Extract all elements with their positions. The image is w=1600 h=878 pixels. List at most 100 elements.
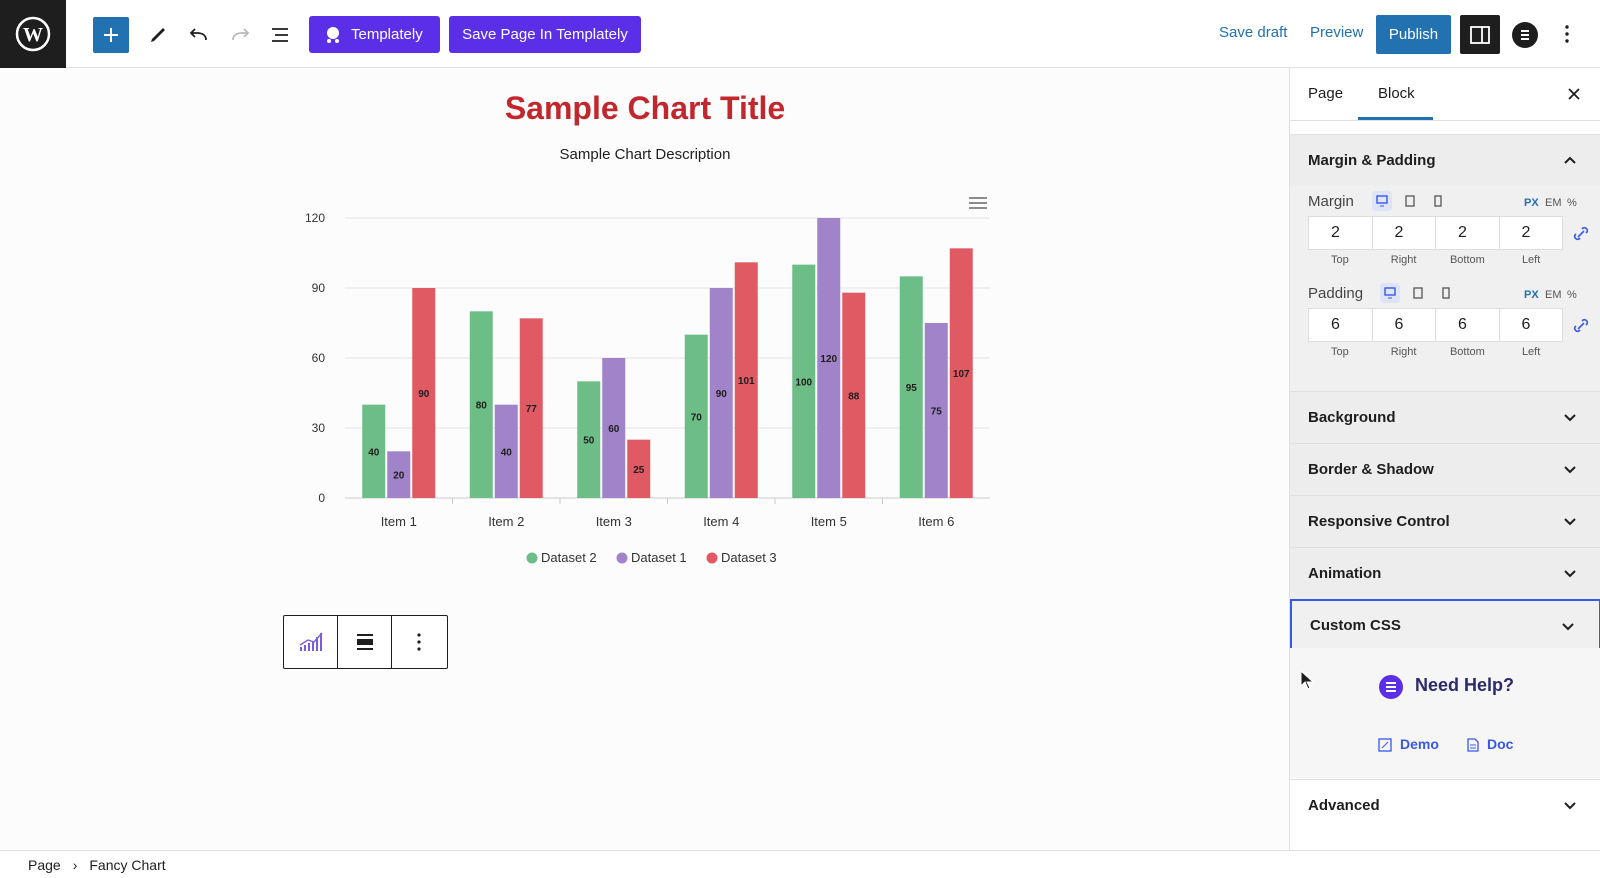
tablet-icon[interactable] [1400,191,1420,211]
caption-bottom: Bottom [1449,346,1485,358]
tab-page[interactable]: Page [1308,85,1344,102]
essential-blocks-icon [1521,30,1529,40]
undo-icon [189,28,207,41]
breadcrumb-current[interactable]: Fancy Chart [89,856,166,873]
margin-padding-panel-header[interactable]: Margin & Padding [1290,134,1600,186]
chevron-down-icon [1564,518,1576,526]
chart-title[interactable]: Sample Chart Title [504,90,786,126]
legend-marker [706,552,718,564]
unit-percent[interactable]: % [1567,197,1577,209]
caption-right: Right [1390,346,1417,358]
bar-chart[interactable]: 0 30 60 90 120 40 20 90 Item 1 80 40 77 Item 2 50 60 25… [300,186,1000,656]
desktop-icon[interactable] [1372,191,1392,211]
tools-button[interactable] [140,17,176,53]
margin-left-input[interactable]: 2 [1521,224,1531,241]
data-label: 107 [953,369,970,380]
padding-top-input[interactable]: 6 [1309,309,1373,341]
wordpress-logo-button[interactable]: W [0,0,66,68]
unit-percent[interactable]: % [1567,289,1577,301]
unit-px[interactable]: PX [1524,197,1539,209]
data-label: 25 [633,465,645,476]
bar [602,358,626,498]
margin-bottom-input[interactable]: 2 [1436,217,1500,249]
margin-padding-title: Margin & Padding [1308,152,1436,169]
mobile-icon[interactable] [1436,283,1456,303]
margin-label: Margin [1308,193,1354,210]
options-button[interactable] [1557,20,1577,48]
unit-em[interactable]: EM [1545,289,1562,301]
padding-left-input[interactable]: 6 [1521,316,1531,333]
padding-right-input[interactable]: 6 [1373,309,1436,341]
legend-label: Dataset 2 [541,550,597,565]
data-label: 40 [368,447,380,458]
redo-button[interactable] [222,17,258,53]
margin-padding-panel: Margin PX EM % 2 2 2 2 Top Right Bottom … [1290,185,1600,391]
mobile-icon[interactable] [1428,191,1448,211]
custom-css-panel-header[interactable]: Custom CSS [1290,599,1600,651]
undo-button[interactable] [181,17,217,53]
x-tick-label: Item 6 [918,514,954,529]
data-label: 100 [795,377,812,388]
margin-top-input[interactable]: 2 [1309,217,1373,249]
document-overview-button[interactable] [262,17,298,53]
essential-blocks-button[interactable] [1512,22,1538,48]
legend-marker [616,552,628,564]
breadcrumb: Page › Fancy Chart [0,850,1600,878]
desktop-icon[interactable] [1380,283,1400,303]
chevron-down-icon [1564,466,1576,474]
animation-panel-header[interactable]: Animation [1290,547,1600,599]
sidebar-tabs: Page Block [1290,68,1600,121]
tablet-icon[interactable] [1408,283,1428,303]
doc-icon [1467,738,1479,752]
caption-left: Left [1521,254,1541,266]
link-values-icon[interactable] [1572,225,1590,243]
bar [387,451,411,498]
padding-bottom-input[interactable]: 6 [1436,309,1500,341]
close-sidebar-button[interactable] [1562,82,1586,106]
editor-canvas: Sample Chart Title Sample Chart Descript… [0,68,1289,850]
unit-px[interactable]: PX [1524,289,1539,301]
bar [817,218,841,498]
breadcrumb-root[interactable]: Page [28,856,61,873]
preview-button[interactable]: Preview [1310,24,1364,41]
demo-link[interactable]: Demo [1400,736,1439,752]
chevron-down-icon [1564,802,1576,810]
y-tick-label: 90 [312,281,326,295]
bar [899,276,923,498]
pencil-icon [151,28,165,42]
need-help-title: Need Help? [1415,675,1515,695]
breadcrumb-separator-icon: › [72,856,78,873]
responsive-control-panel-header[interactable]: Responsive Control [1290,495,1600,547]
settings-button[interactable] [1460,15,1500,54]
advanced-panel-header[interactable]: Advanced [1290,779,1600,831]
margin-right-input[interactable]: 2 [1373,217,1436,249]
align-button[interactable] [338,616,392,668]
chart-icon [299,632,323,651]
chevron-up-icon [1564,156,1576,164]
data-label: 88 [848,391,860,402]
templately-button[interactable]: Templately [309,16,440,53]
bar [684,334,708,498]
chart-description[interactable]: Sample Chart Description [559,146,731,163]
legend-label: Dataset 3 [721,550,777,565]
add-block-button[interactable] [93,17,129,53]
bar [494,404,518,498]
background-panel-header[interactable]: Background [1290,391,1600,443]
tab-block[interactable]: Block [1378,85,1415,102]
save-page-in-templately-button[interactable]: Save Page In Templately [449,16,641,53]
caption-top: Top [1331,346,1349,358]
responsive-control-title: Responsive Control [1308,513,1450,530]
bar [577,381,601,498]
unit-em[interactable]: EM [1545,197,1562,209]
legend-marker [526,552,538,564]
essential-blocks-icon [1379,675,1403,699]
save-draft-button[interactable]: Save draft [1219,24,1288,41]
block-type-button[interactable] [284,616,338,668]
block-options-button[interactable] [392,616,446,668]
active-tab-indicator [1358,117,1433,120]
doc-link[interactable]: Doc [1487,736,1514,752]
border-shadow-panel-header[interactable]: Border & Shadow [1290,443,1600,495]
publish-button[interactable]: Publish [1376,15,1451,54]
link-values-icon[interactable] [1572,317,1590,335]
caption-top: Top [1331,254,1349,266]
